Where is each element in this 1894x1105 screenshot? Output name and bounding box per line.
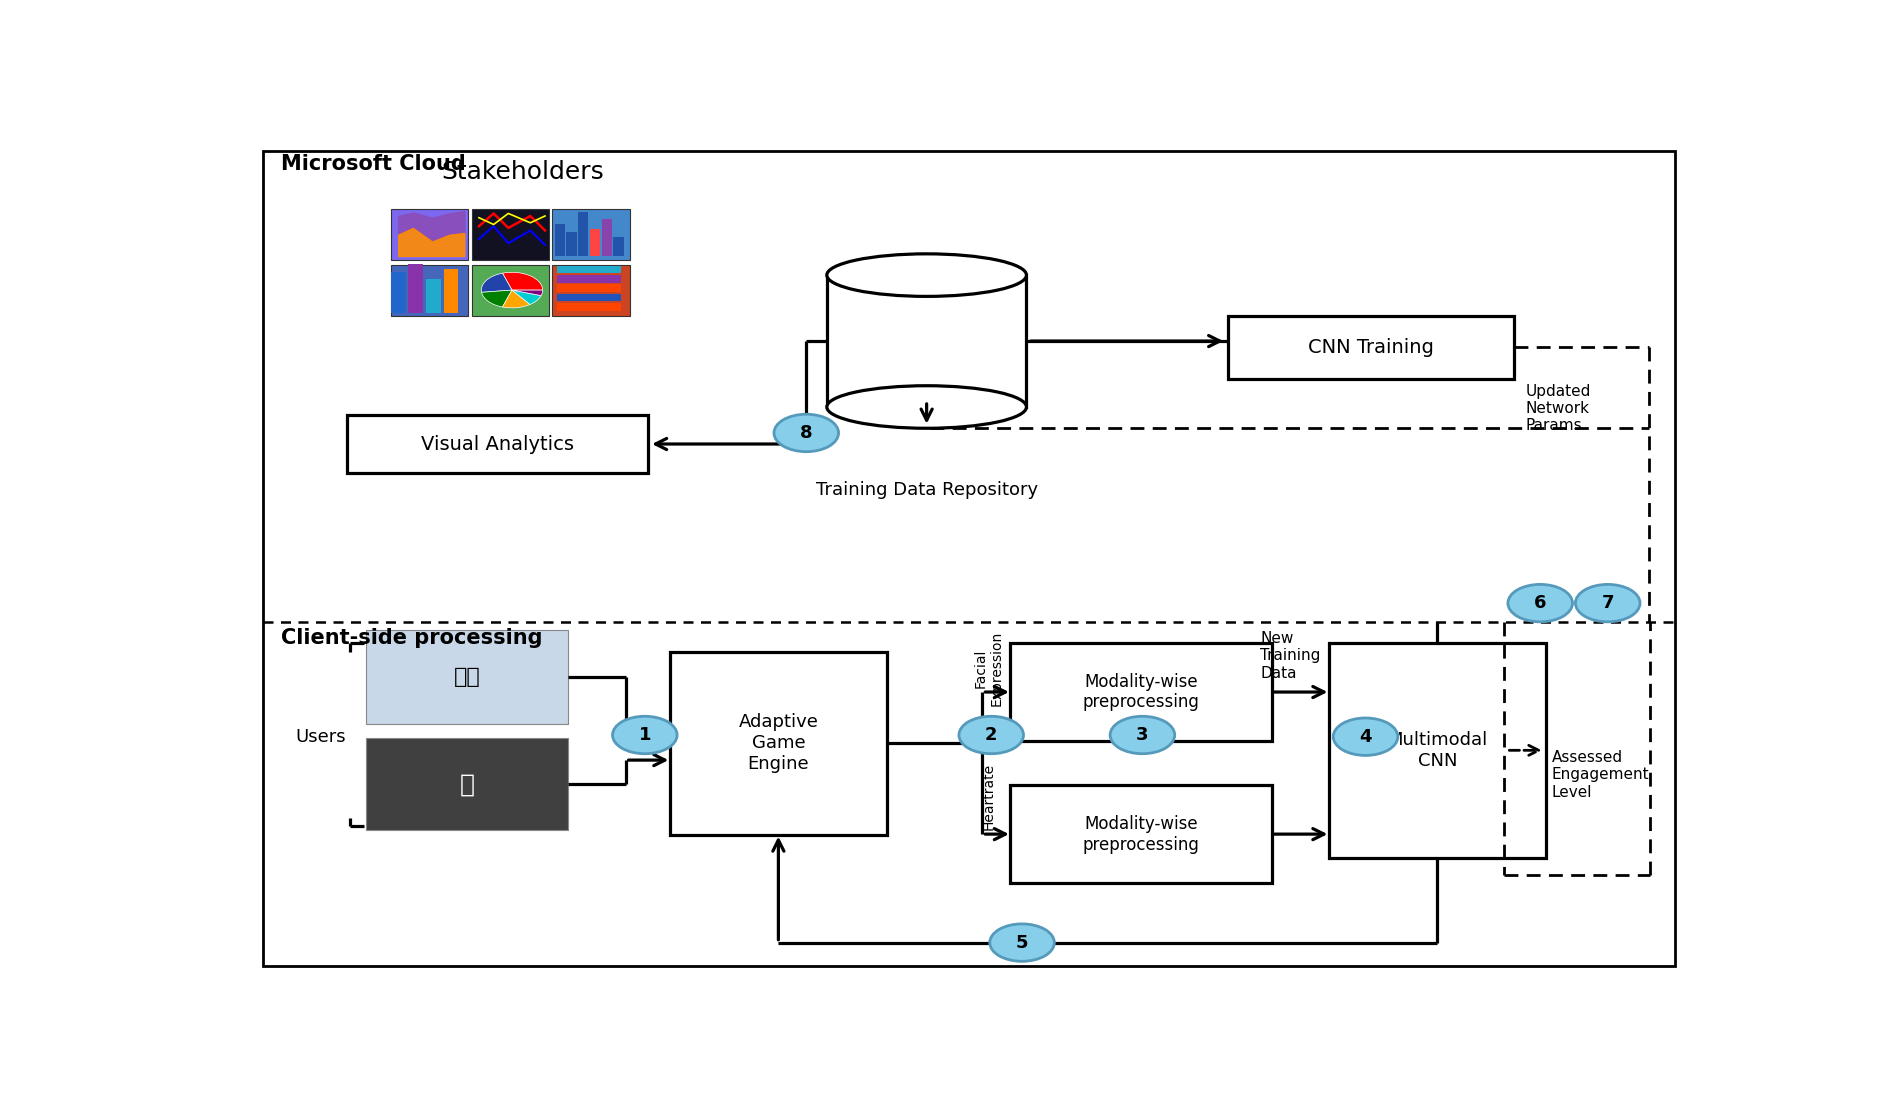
FancyBboxPatch shape (670, 652, 886, 834)
Bar (589, 229, 600, 256)
Text: Updated
Network
Params: Updated Network Params (1525, 383, 1591, 433)
Bar (557, 294, 621, 302)
Text: Visual Analytics: Visual Analytics (420, 434, 574, 453)
Text: Assessed
Engagement
Level: Assessed Engagement Level (1551, 750, 1650, 800)
Text: Client-side processing: Client-side processing (280, 628, 542, 648)
Wedge shape (481, 273, 511, 293)
Bar (426, 278, 441, 313)
Bar (614, 238, 623, 256)
Text: 🥽: 🥽 (460, 772, 475, 797)
FancyBboxPatch shape (263, 151, 1676, 967)
Text: CNN Training: CNN Training (1307, 338, 1434, 357)
Text: 5: 5 (1015, 934, 1028, 951)
Text: 3: 3 (1136, 726, 1148, 744)
Text: 🩺👤: 🩺👤 (455, 667, 481, 687)
Bar (566, 232, 576, 256)
Wedge shape (502, 272, 544, 291)
Circle shape (1508, 585, 1572, 622)
FancyBboxPatch shape (1010, 643, 1271, 741)
Bar (443, 269, 458, 313)
Circle shape (958, 716, 1023, 754)
Wedge shape (511, 291, 542, 305)
Text: 4: 4 (1360, 728, 1371, 746)
Bar (557, 284, 621, 292)
FancyBboxPatch shape (390, 209, 468, 261)
Text: 1: 1 (638, 726, 652, 744)
Bar (602, 219, 612, 256)
FancyBboxPatch shape (390, 265, 468, 316)
Bar (390, 272, 405, 313)
Text: Stakeholders: Stakeholders (441, 160, 604, 183)
Circle shape (1110, 716, 1174, 754)
FancyBboxPatch shape (553, 209, 631, 261)
Bar (409, 264, 422, 313)
Wedge shape (481, 291, 511, 307)
Text: Heartrate: Heartrate (981, 762, 994, 830)
FancyBboxPatch shape (1330, 643, 1546, 857)
Circle shape (1333, 718, 1398, 756)
FancyBboxPatch shape (1227, 316, 1513, 379)
Bar (557, 275, 621, 283)
Wedge shape (502, 291, 530, 308)
Bar (555, 223, 564, 256)
Text: 7: 7 (1602, 594, 1614, 612)
Text: Modality-wise
preprocessing: Modality-wise preprocessing (1083, 814, 1199, 853)
FancyBboxPatch shape (1010, 786, 1271, 883)
Bar (557, 266, 621, 273)
Ellipse shape (828, 386, 1027, 429)
Text: Users: Users (295, 728, 347, 746)
FancyBboxPatch shape (366, 630, 568, 724)
Circle shape (1576, 585, 1640, 622)
Text: Training Data Repository: Training Data Repository (816, 482, 1038, 499)
Ellipse shape (828, 254, 1027, 296)
FancyBboxPatch shape (828, 275, 1027, 407)
FancyBboxPatch shape (347, 415, 648, 473)
Circle shape (991, 924, 1055, 961)
Text: 2: 2 (985, 726, 998, 744)
Circle shape (775, 414, 839, 452)
Text: 6: 6 (1534, 594, 1546, 612)
FancyBboxPatch shape (366, 738, 568, 830)
FancyBboxPatch shape (472, 209, 549, 261)
FancyBboxPatch shape (553, 265, 631, 316)
Text: Multimodal
CNN: Multimodal CNN (1386, 730, 1487, 770)
Wedge shape (511, 291, 544, 296)
Circle shape (612, 716, 678, 754)
Bar (557, 303, 621, 311)
Text: New
Training
Data: New Training Data (1261, 631, 1320, 681)
Text: Adaptive
Game
Engine: Adaptive Game Engine (739, 714, 818, 772)
FancyBboxPatch shape (472, 265, 549, 316)
Text: Microsoft Cloud: Microsoft Cloud (280, 154, 466, 173)
Text: Modality-wise
preprocessing: Modality-wise preprocessing (1083, 673, 1199, 712)
Text: Facial
Expression: Facial Expression (974, 631, 1004, 706)
Text: 8: 8 (799, 424, 813, 442)
Bar (578, 212, 589, 256)
